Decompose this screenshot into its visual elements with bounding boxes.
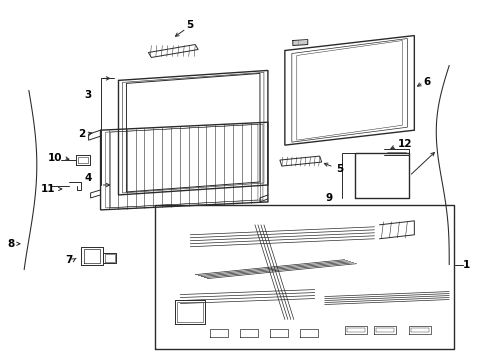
Text: 8: 8 (8, 239, 15, 249)
Text: 6: 6 (423, 77, 430, 87)
Text: 5: 5 (335, 164, 343, 174)
Text: 10: 10 (48, 153, 62, 163)
Text: 12: 12 (397, 139, 411, 149)
Text: 4: 4 (84, 173, 91, 183)
Text: 3: 3 (84, 90, 91, 100)
Text: 9: 9 (325, 193, 332, 203)
Text: 5: 5 (186, 19, 193, 30)
Text: 2: 2 (78, 129, 85, 139)
Text: 1: 1 (462, 260, 469, 270)
Text: 11: 11 (41, 184, 56, 194)
Text: 7: 7 (65, 255, 73, 265)
